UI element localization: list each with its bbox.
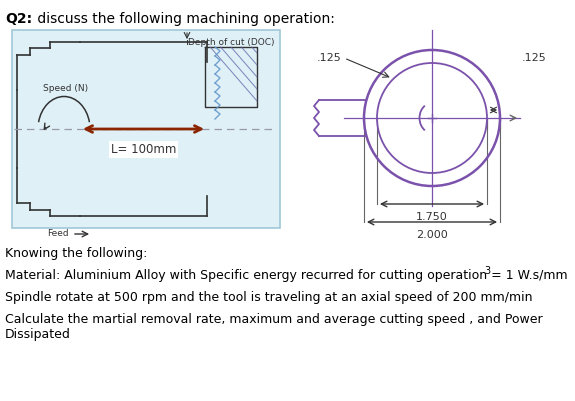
- Text: Dissipated: Dissipated: [5, 328, 71, 341]
- Text: .125: .125: [317, 53, 342, 63]
- Text: .125: .125: [522, 53, 547, 63]
- Text: 1.750: 1.750: [416, 212, 448, 222]
- Text: Feed: Feed: [47, 229, 69, 239]
- Text: Speed (N): Speed (N): [44, 84, 89, 93]
- Text: L= 100mm: L= 100mm: [111, 143, 176, 156]
- Text: discuss the following machining operation:: discuss the following machining operatio…: [33, 12, 335, 26]
- Bar: [12, 30, 280, 228]
- Text: Depth of cut (DOC): Depth of cut (DOC): [189, 38, 275, 47]
- Text: Spindle rotate at 500 rpm and the tool is traveling at an axial speed of 200 mm/: Spindle rotate at 500 rpm and the tool i…: [5, 291, 532, 304]
- Text: Q2:: Q2:: [5, 12, 32, 26]
- Text: Knowing the following:: Knowing the following:: [5, 247, 147, 260]
- Text: Material: Aluminium Alloy with Specific energy recurred for cutting operation = : Material: Aluminium Alloy with Specific …: [5, 269, 568, 282]
- Text: Calculate the martial removal rate, maximum and average cutting speed , and Powe: Calculate the martial removal rate, maxi…: [5, 313, 543, 326]
- Text: 2.000: 2.000: [416, 230, 448, 240]
- Text: 3: 3: [484, 266, 490, 276]
